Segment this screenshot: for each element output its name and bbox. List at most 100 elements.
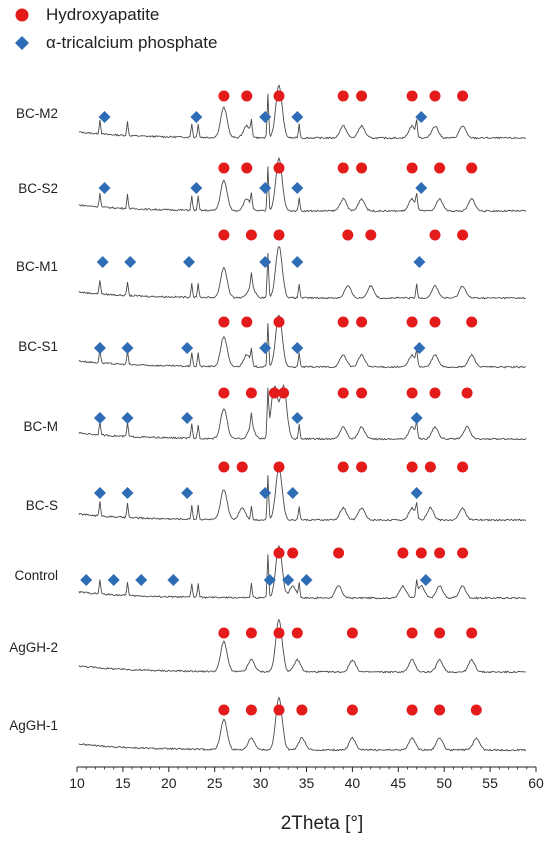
sample-labels: BC-M2 BC-S2 BC-M1 BC-S1 BC-M BC-S Control AgGH-… — [9, 106, 58, 733]
blue-diamond-icon — [15, 36, 29, 50]
phase-markers — [80, 90, 482, 716]
hydroxyapatite-marker — [218, 627, 230, 639]
hydroxyapatite-marker — [406, 461, 418, 473]
diffraction-trace — [78, 696, 527, 752]
hydroxyapatite-marker — [397, 547, 409, 559]
hydroxyapatite-marker — [342, 229, 354, 241]
diffraction-trace — [78, 618, 526, 674]
hydroxyapatite-marker — [287, 547, 299, 559]
traces — [78, 84, 527, 752]
legend-entry-hydroxyapatite: Hydroxyapatite — [14, 5, 159, 25]
hydroxyapatite-marker — [406, 90, 418, 102]
tricalcium-phosphate-marker — [190, 111, 203, 123]
diffraction-trace — [78, 383, 527, 441]
x-tick-label: 40 — [345, 775, 361, 791]
x-tick-label: 25 — [207, 775, 223, 791]
tricalcium-phosphate-marker — [410, 487, 423, 499]
x-tick-label: 55 — [482, 775, 498, 791]
tricalcium-phosphate-marker — [182, 256, 195, 268]
hydroxyapatite-marker — [457, 229, 469, 241]
hydroxyapatite-marker — [291, 627, 303, 639]
x-axis-title: 2Theta [°] — [281, 813, 364, 834]
tricalcium-phosphate-marker — [107, 574, 120, 586]
hydroxyapatite-marker — [218, 90, 230, 102]
tricalcium-phosphate-marker — [124, 256, 137, 268]
tricalcium-phosphate-marker — [419, 574, 432, 586]
tricalcium-phosphate-marker — [121, 412, 134, 424]
tricalcium-phosphate-marker — [286, 487, 299, 499]
tricalcium-phosphate-marker — [98, 111, 111, 123]
hydroxyapatite-marker — [273, 162, 285, 174]
hydroxyapatite-marker — [218, 387, 230, 399]
diffraction-trace — [78, 466, 527, 522]
hydroxyapatite-marker — [273, 704, 285, 716]
tricalcium-phosphate-marker — [410, 412, 423, 424]
hydroxyapatite-marker — [346, 627, 358, 639]
hydroxyapatite-marker — [268, 387, 280, 399]
hydroxyapatite-marker — [406, 627, 418, 639]
tricalcium-phosphate-marker — [167, 574, 180, 586]
tricalcium-phosphate-marker — [259, 487, 272, 499]
sample-label: BC-M — [24, 419, 59, 434]
diffraction-trace — [78, 156, 527, 213]
tricalcium-phosphate-marker — [190, 182, 203, 194]
tricalcium-phosphate-marker — [121, 487, 134, 499]
diffraction-trace — [78, 544, 527, 600]
hydroxyapatite-marker — [406, 316, 418, 328]
hydroxyapatite-marker — [356, 387, 368, 399]
x-tick-label: 30 — [253, 775, 269, 791]
tricalcium-phosphate-marker — [98, 182, 111, 194]
hydroxyapatite-marker — [415, 547, 427, 559]
diffraction-trace — [78, 84, 526, 140]
hydroxyapatite-marker — [273, 461, 285, 473]
hydroxyapatite-marker — [337, 461, 349, 473]
hydroxyapatite-marker — [337, 162, 349, 174]
tricalcium-phosphate-marker — [415, 111, 428, 123]
hydroxyapatite-marker — [457, 90, 469, 102]
diffraction-trace — [78, 314, 526, 369]
hydroxyapatite-marker — [406, 162, 418, 174]
legend-label: Hydroxyapatite — [46, 5, 160, 24]
hydroxyapatite-marker — [296, 704, 308, 716]
hydroxyapatite-marker — [278, 387, 290, 399]
hydroxyapatite-marker — [241, 316, 253, 328]
tricalcium-phosphate-marker — [259, 342, 272, 354]
tricalcium-phosphate-marker — [96, 256, 109, 268]
hydroxyapatite-marker — [434, 162, 446, 174]
tricalcium-phosphate-marker — [291, 182, 304, 194]
hydroxyapatite-marker — [457, 461, 469, 473]
hydroxyapatite-marker — [356, 316, 368, 328]
hydroxyapatite-marker — [218, 461, 230, 473]
hydroxyapatite-marker — [466, 316, 478, 328]
x-tick-label: 45 — [391, 775, 407, 791]
x-tick-label: 50 — [436, 775, 452, 791]
hydroxyapatite-marker — [457, 547, 469, 559]
tricalcium-phosphate-marker — [93, 412, 106, 424]
tricalcium-phosphate-marker — [80, 574, 93, 586]
hydroxyapatite-marker — [429, 316, 441, 328]
hydroxyapatite-marker — [424, 461, 436, 473]
hydroxyapatite-marker — [337, 316, 349, 328]
sample-label: BC-M1 — [16, 259, 58, 274]
tricalcium-phosphate-marker — [135, 574, 148, 586]
hydroxyapatite-marker — [434, 547, 446, 559]
hydroxyapatite-marker — [273, 229, 285, 241]
tricalcium-phosphate-marker — [291, 412, 304, 424]
tricalcium-phosphate-marker — [413, 256, 426, 268]
sample-label: BC-M2 — [16, 106, 58, 121]
tricalcium-phosphate-marker — [415, 182, 428, 194]
hydroxyapatite-marker — [337, 90, 349, 102]
tricalcium-phosphate-marker — [291, 111, 304, 123]
hydroxyapatite-marker — [429, 229, 441, 241]
diffraction-trace — [78, 245, 527, 300]
tricalcium-phosphate-marker — [181, 487, 194, 499]
hydroxyapatite-marker — [434, 627, 446, 639]
hydroxyapatite-marker — [241, 90, 253, 102]
sample-label: BC-S — [26, 498, 58, 513]
hydroxyapatite-marker — [218, 229, 230, 241]
tricalcium-phosphate-marker — [300, 574, 313, 586]
hydroxyapatite-marker — [273, 90, 285, 102]
x-tick-label: 35 — [299, 775, 315, 791]
sample-label: BC-S1 — [18, 339, 58, 354]
